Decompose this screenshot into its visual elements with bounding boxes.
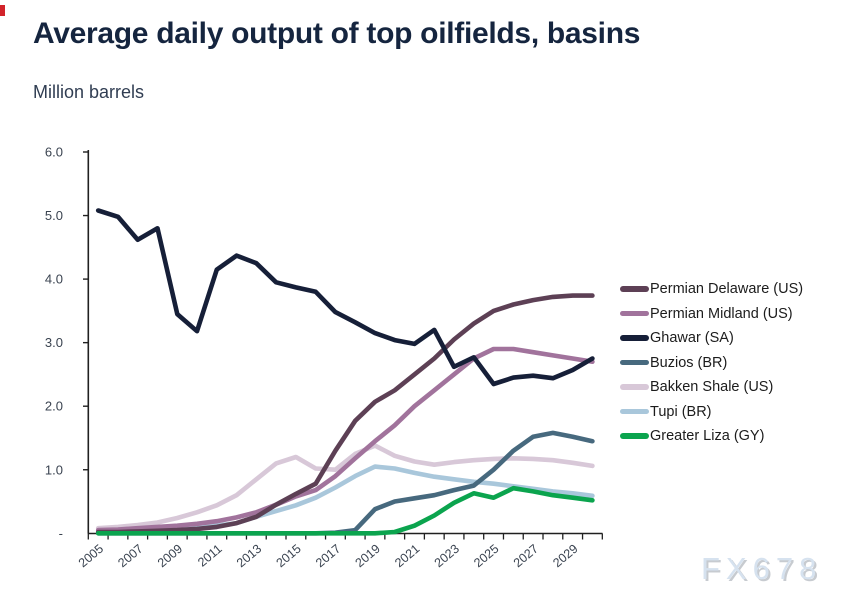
legend-swatch-icon [620, 433, 649, 439]
legend-label: Tupi (BR) [650, 403, 712, 420]
brand-mark [0, 5, 5, 16]
x-tick-label: 2013 [234, 542, 264, 571]
legend-label: Bakken Shale (US) [650, 379, 774, 395]
x-tick-label: 2025 [471, 542, 501, 571]
legend-swatch-icon [620, 335, 649, 341]
x-tick-label: 2015 [274, 542, 304, 571]
legend-label: Buzios (BR) [650, 354, 728, 371]
y-tick-label: 6.0 [45, 145, 63, 160]
series-line-permian-delaware-us [95, 293, 595, 535]
watermark: FX678 [701, 551, 823, 586]
legend-item-tupi-br: Tupi (BR) [620, 404, 841, 420]
chart-legend: Permian Delaware (US) Permian Midland (US… [620, 281, 841, 453]
y-tick-label: 2.0 [45, 399, 63, 414]
series-line-bakken-shale-us [95, 443, 595, 531]
legend-item-buzios-br: Buzios (BR) [620, 355, 841, 371]
series-line-ghawar-sa [95, 208, 595, 387]
x-tick-label: 2027 [511, 542, 541, 571]
legend-swatch-icon [620, 359, 649, 366]
x-tick-label: 2007 [115, 542, 145, 571]
y-tick-label: - [59, 526, 63, 541]
legend-item-permian-delaware-us: Permian Delaware (US) [620, 281, 841, 297]
legend-swatch-icon [620, 286, 649, 292]
legend-swatch-icon [620, 408, 649, 415]
legend-item-greater-liza-gy: Greater Liza (GY) [620, 428, 841, 444]
axis-unit-label: Million barrels [33, 82, 145, 102]
legend-item-permian-midland-us: Permian Midland (US) [620, 306, 841, 322]
y-tick-label: 5.0 [45, 208, 63, 223]
chart-title: Average daily output of top oilfields, b… [33, 17, 641, 50]
legend-swatch-icon [620, 384, 649, 390]
y-tick-label: 3.0 [45, 335, 63, 350]
legend-item-ghawar-sa: Ghawar (SA) [620, 330, 841, 346]
x-tick-label: 2019 [353, 542, 383, 571]
x-tick-label: 2029 [550, 542, 580, 571]
x-tick-label: 2023 [432, 542, 462, 571]
legend-label: Greater Liza (GY) [650, 428, 765, 444]
legend-label: Permian Midland (US) [650, 305, 793, 322]
x-tick-label: 2017 [313, 542, 343, 571]
legend-swatch-icon [620, 310, 649, 317]
series-line-tupi-br [95, 464, 595, 536]
legend-item-bakken-shale-us: Bakken Shale (US) [620, 379, 841, 395]
x-tick-label: 2005 [76, 542, 106, 571]
x-tick-label: 2009 [155, 542, 185, 571]
series-line-permian-midland-us [95, 346, 595, 533]
legend-label: Permian Delaware (US) [650, 281, 804, 297]
y-tick-label: 1.0 [45, 462, 63, 477]
legend-label: Ghawar (SA) [650, 330, 734, 346]
x-tick-label: 2011 [195, 542, 225, 570]
y-tick-label: 4.0 [45, 272, 63, 287]
x-tick-label: 2021 [392, 542, 422, 571]
series-line-greater-liza-gy [95, 485, 595, 536]
